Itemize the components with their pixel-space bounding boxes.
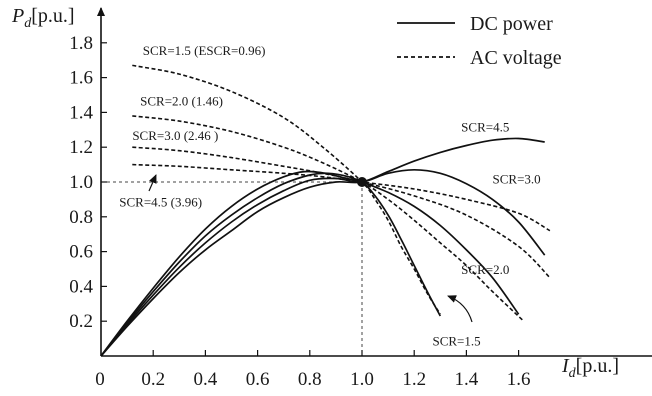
curve-label-scr-2-0: SCR=2.0 <box>461 262 509 277</box>
ac-voltage-curve-scr-3-0-2-46 <box>132 146 551 279</box>
x-axis-title-sub: d <box>569 366 577 381</box>
legend-label-dc-power: DC power <box>470 13 553 35</box>
y-tick-label: 0.4 <box>69 276 93 297</box>
leader-arrow-scr-4-5-ac <box>148 174 157 192</box>
legend-label-ac-voltage: AC voltage <box>470 47 562 69</box>
ac-voltage-curve-scr-2-0-1-46 <box>132 115 525 322</box>
x-tick-label: 0 <box>95 369 105 390</box>
y-tick-label: 0.2 <box>69 311 93 332</box>
legend: DC power AC voltage <box>397 13 562 69</box>
operating-point-marker <box>357 177 367 187</box>
curve-label-scr-1-5: SCR=1.5 <box>432 334 480 349</box>
curve-label-scr-1-5-escr-0-96: SCR=1.5 (ESCR=0.96) <box>143 43 266 58</box>
curve-label-scr-3-0-2-46: SCR=3.0 (2.46 ) <box>132 128 218 143</box>
y-tick-label: 1.4 <box>69 102 93 123</box>
x-tick-label: 0.8 <box>298 369 322 390</box>
x-axis-title-unit: [p.u.] <box>576 355 619 377</box>
x-axis-title-main: I <box>561 355 570 377</box>
x-axis-title: Id[p.u.] <box>561 355 619 381</box>
y-tick-label: 1.8 <box>69 33 93 54</box>
y-tick-label: 0.8 <box>69 207 93 228</box>
y-tick-label: 1.0 <box>69 172 93 193</box>
x-tick-label: 0.6 <box>246 369 270 390</box>
x-tick-label: 1.6 <box>507 369 531 390</box>
dc-power-curve-scr-4-5 <box>100 137 545 357</box>
dc-power-curve-scr-3-0 <box>100 168 546 357</box>
x-tick-label: 0.4 <box>194 369 218 390</box>
x-tick-label: 0.2 <box>141 369 165 390</box>
curve-label-scr-2-0-1-46: SCR=2.0 (1.46) <box>140 93 223 108</box>
curve-label-scr-3-0: SCR=3.0 <box>493 172 541 187</box>
leader-path-scr-1-5-dc <box>447 295 473 323</box>
y-tick-label: 0.6 <box>69 242 93 263</box>
x-tick-label: 1.2 <box>402 369 426 390</box>
y-axis-title-sub: d <box>24 16 32 31</box>
ac-voltage-curve-scr-4-5-3-96 <box>132 163 551 232</box>
y-tick-label: 1.6 <box>69 68 93 89</box>
leader-arrow-scr-1-5-dc <box>447 295 473 323</box>
curve-label-scr-4-5-3-96: SCR=4.5 (3.96) <box>119 194 202 209</box>
ac-voltage-curve-scr-1-5-escr-0-96 <box>132 64 441 315</box>
y-axis-title: Pd[p.u.] <box>11 5 75 31</box>
leader-path-scr-4-5-ac <box>148 174 157 192</box>
y-axis-title-unit: [p.u.] <box>31 5 74 27</box>
x-tick-label: 1.0 <box>350 369 374 390</box>
curve-label-scr-4-5: SCR=4.5 <box>461 120 509 135</box>
y-tick-label: 1.2 <box>69 137 93 158</box>
x-tick-label: 1.4 <box>455 369 479 390</box>
y-axis-title-main: P <box>11 5 24 27</box>
